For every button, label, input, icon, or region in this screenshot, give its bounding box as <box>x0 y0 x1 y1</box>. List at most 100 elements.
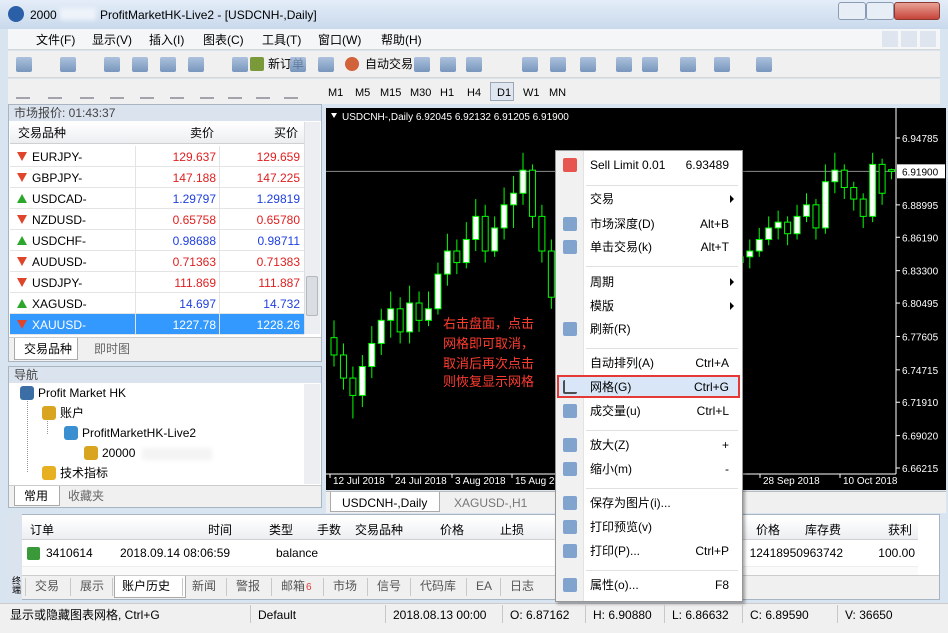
menu-item[interactable]: Sell Limit 0.01 <box>590 158 666 172</box>
tree-item[interactable]: 账户 <box>60 406 85 420</box>
status-divider <box>664 605 665 623</box>
terminal-tab[interactable]: 账户历史 <box>122 579 171 593</box>
row <box>10 251 304 272</box>
terminal-tab[interactable]: 邮箱 <box>281 579 306 593</box>
toolbar-icon <box>104 57 120 72</box>
close-button[interactable] <box>894 2 940 20</box>
terminal-tab[interactable]: 市场 <box>333 579 358 593</box>
menu-item[interactable]: 保存为图片(i)... <box>590 496 671 510</box>
menu-item[interactable]: 网格(G) <box>590 380 632 394</box>
column-divider <box>219 314 220 335</box>
timeframe-button[interactable]: M5 <box>355 87 371 99</box>
status-field: L: 6.86632 <box>672 608 729 622</box>
menu-item[interactable]: 打印预览(v) <box>590 520 652 534</box>
candle-body <box>377 319 385 344</box>
candle-body <box>538 215 546 252</box>
menu-item[interactable]: 打印(P)... <box>590 544 640 558</box>
menu-item[interactable]: 市场深度(D) <box>590 217 655 231</box>
bid-price: 0.98688 <box>172 234 216 248</box>
menu-item[interactable]: 周期 <box>590 275 615 289</box>
menu-shortcut: Ctrl+P <box>695 544 729 558</box>
mail-count: 6 <box>306 582 312 593</box>
panel-tab[interactable]: 常用 <box>24 489 49 503</box>
account-number: 2000 <box>30 8 57 22</box>
menu-item[interactable]: 成交量(u) <box>590 404 641 418</box>
auto-trading-button[interactable]: 自动交易 <box>365 57 414 71</box>
candle-body <box>784 221 792 235</box>
menu-item[interactable]: 窗口(W) <box>318 33 362 47</box>
bid-price: 147.188 <box>172 171 216 185</box>
menu-icon <box>563 438 577 452</box>
navigator-tabs <box>9 485 321 507</box>
terminal-tab[interactable]: 展示 <box>80 579 105 593</box>
market-watch-header <box>10 122 304 144</box>
timeframe-button[interactable]: M30 <box>410 87 432 99</box>
menu-item[interactable]: 帮助(H) <box>381 33 422 47</box>
menu-item[interactable]: 缩小(m) <box>590 462 632 476</box>
menu-icon <box>563 380 577 394</box>
candle-body <box>425 308 432 321</box>
terminal-tab[interactable]: EA <box>476 579 493 593</box>
menu-item[interactable]: 插入(I) <box>149 33 185 47</box>
menu-item[interactable]: 刷新(R) <box>590 322 631 336</box>
menu-item[interactable]: 自动排列(A) <box>590 356 654 370</box>
date-label: 3 Aug 2018 <box>455 476 506 487</box>
candle-body <box>406 302 414 333</box>
timeframe-button[interactable]: H4 <box>467 87 482 99</box>
panel-title: 市场报价: 01:43:37 <box>14 106 116 120</box>
direction-arrow <box>17 173 27 182</box>
column-header: 获利 <box>887 523 912 537</box>
terminal-tab[interactable]: 信号 <box>377 579 402 593</box>
column-divider <box>219 167 220 188</box>
panel-tab[interactable]: 交易品种 <box>24 342 73 356</box>
minimize-button[interactable] <box>838 2 866 20</box>
menu-item[interactable]: 图表(C) <box>203 33 244 47</box>
submenu-arrow <box>730 278 734 286</box>
tree-icon <box>42 466 56 480</box>
timeframe-button[interactable]: M1 <box>328 87 344 99</box>
timeframe-button[interactable]: M15 <box>380 87 402 99</box>
timeframe-button[interactable]: W1 <box>523 87 540 99</box>
tree-line <box>47 418 48 434</box>
terminal-tab[interactable]: 警报 <box>236 579 261 593</box>
price-label: 6.94785 <box>902 134 939 145</box>
terminal-tab[interactable]: 交易 <box>35 579 60 593</box>
terminal-tab[interactable]: 新闻 <box>192 579 217 593</box>
menu-item[interactable]: 文件(F) <box>36 33 76 47</box>
chart-tab[interactable]: XAGUSD-,H1 <box>454 496 528 510</box>
timeframe-button[interactable]: D1 <box>497 87 512 99</box>
bid-price: 111.869 <box>174 276 216 290</box>
menu-item[interactable]: 显示(V) <box>92 33 132 47</box>
menu-item[interactable]: 交易 <box>590 192 615 206</box>
timeframe-button[interactable]: H1 <box>440 87 455 99</box>
tree-item[interactable]: ProfitMarketHK-Live2 <box>82 426 197 440</box>
chart-tab[interactable]: USDCNH-,Daily <box>342 496 428 510</box>
menu-item[interactable]: 放大(Z) <box>590 438 630 452</box>
candle-body <box>840 169 848 188</box>
panel-tab[interactable]: 收藏夹 <box>68 489 105 503</box>
terminal-side <box>8 514 22 600</box>
tree-item[interactable]: 技术指标 <box>60 466 109 480</box>
maximize-button[interactable] <box>866 2 894 20</box>
tree-item[interactable]: Profit Market HK <box>38 386 127 400</box>
timeframe-button[interactable]: MN <box>549 87 567 99</box>
menu-item[interactable]: 工具(T) <box>262 33 302 47</box>
terminal-tab[interactable]: 代码库 <box>420 579 457 593</box>
candle-body <box>462 238 470 264</box>
toolbar-icon <box>466 57 482 72</box>
candle-body <box>774 221 782 229</box>
panel-tab[interactable]: 即时图 <box>94 342 131 356</box>
menu-item[interactable]: 属性(o)... <box>590 578 639 592</box>
tree-line <box>27 396 28 472</box>
toolbar-icon <box>522 57 538 72</box>
tree-item[interactable]: 20000 <box>102 446 136 460</box>
drawing-tool-icon <box>110 84 124 99</box>
ask-price: 1228.26 <box>256 318 300 332</box>
menu-item[interactable]: 单击交易(k) <box>590 240 652 254</box>
menu-icon <box>563 158 577 172</box>
menu-icon <box>563 578 577 592</box>
direction-arrow <box>17 278 27 287</box>
candle-body <box>746 250 754 258</box>
terminal-tab[interactable]: 日志 <box>510 579 535 593</box>
menu-item[interactable]: 模版 <box>590 299 615 313</box>
